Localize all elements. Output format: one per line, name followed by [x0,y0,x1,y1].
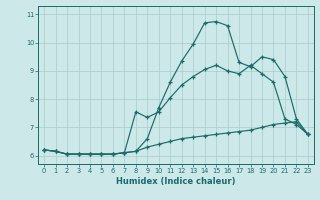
X-axis label: Humidex (Indice chaleur): Humidex (Indice chaleur) [116,177,236,186]
